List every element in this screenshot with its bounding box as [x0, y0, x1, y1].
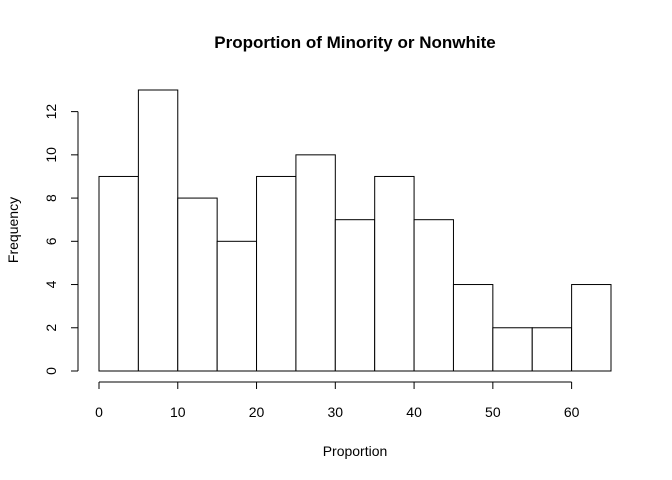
histogram-bar [374, 175, 415, 372]
x-tick-label: 40 [406, 404, 422, 420]
x-tick-label: 20 [249, 404, 265, 420]
y-tick-label: 12 [43, 104, 59, 120]
y-tick-label: 6 [43, 237, 59, 245]
x-tick-label: 50 [485, 404, 501, 420]
x-tick-label: 10 [170, 404, 186, 420]
y-tick-label: 8 [43, 194, 59, 202]
y-tick-label: 10 [43, 147, 59, 163]
histogram-bar [256, 175, 297, 372]
chart-title: Proportion of Minority or Nonwhite [214, 33, 495, 52]
histogram-bar [571, 284, 612, 372]
histogram-bar [98, 175, 139, 372]
y-tick-label: 0 [43, 367, 59, 375]
histogram-bar [531, 327, 573, 372]
x-tick-label: 30 [328, 404, 344, 420]
histogram-bar [137, 89, 179, 372]
x-tick-label: 60 [564, 404, 580, 420]
y-tick-label: 4 [43, 280, 59, 288]
histogram-bar [413, 219, 454, 372]
x-axis-label: Proportion [323, 443, 388, 459]
histogram-bar [216, 240, 258, 372]
histogram-bar [334, 219, 376, 372]
histogram-bar [295, 154, 336, 372]
y-tick-label: 2 [43, 324, 59, 332]
histogram-bar [177, 197, 218, 372]
histogram-bar [492, 327, 533, 372]
x-tick-label: 0 [95, 404, 103, 420]
histogram-bar [452, 284, 494, 372]
y-axis: 0 2 4 6 8 10 12 [43, 104, 79, 375]
y-axis-label: Frequency [5, 197, 21, 263]
bars-group [98, 89, 612, 372]
x-axis: 0 10 20 30 40 50 60 [95, 381, 580, 420]
